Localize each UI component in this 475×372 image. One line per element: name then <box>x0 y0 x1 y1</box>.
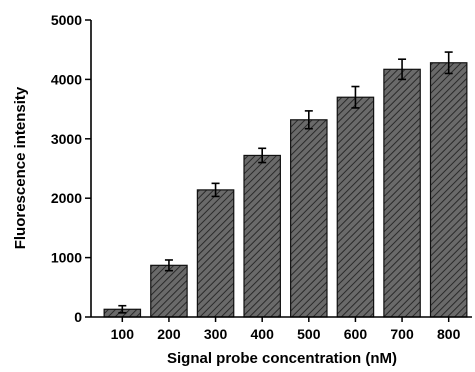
y-tick-label-4000: 4000 <box>51 71 82 87</box>
y-tick-label-2000: 2000 <box>51 190 82 206</box>
error-bar-800 <box>444 51 453 75</box>
bar-600 <box>336 96 375 318</box>
error-bar-100 <box>118 304 127 314</box>
x-tick-label-300: 300 <box>204 326 228 342</box>
x-tick-label-700: 700 <box>390 326 414 342</box>
error-bar-200 <box>164 259 173 272</box>
y-tick-label-0: 0 <box>74 309 82 325</box>
x-axis-title: Signal probe concentration (nM) <box>167 350 397 367</box>
x-tick-label-600: 600 <box>344 326 368 342</box>
x-tick-label-200: 200 <box>157 326 181 342</box>
y-axis-title: Fluorescence intensity <box>12 86 29 249</box>
error-bar-400 <box>258 147 267 164</box>
axes-layer <box>85 19 472 322</box>
bar-700 <box>383 68 421 318</box>
x-tick-label-500: 500 <box>297 326 321 342</box>
x-tick-label-800: 800 <box>437 326 461 342</box>
error-bar-700 <box>398 58 407 81</box>
bar-500 <box>290 119 328 318</box>
bars-layer <box>103 62 468 318</box>
error-bars-layer <box>118 51 453 314</box>
bar-800 <box>429 62 468 318</box>
y-tick-label-3000: 3000 <box>51 131 82 147</box>
error-bar-600 <box>351 85 360 109</box>
x-tick-label-400: 400 <box>251 326 275 342</box>
bar-400 <box>243 154 281 318</box>
error-bar-500 <box>304 110 313 130</box>
bar-300 <box>196 189 235 318</box>
y-tick-label-5000: 5000 <box>51 12 82 28</box>
bar-200 <box>150 264 188 318</box>
y-tick-label-1000: 1000 <box>51 250 82 266</box>
error-bar-300 <box>211 182 220 198</box>
x-tick-label-100: 100 <box>111 326 135 342</box>
tick-labels-layer: 100 200 300 400 500 600 700 800 0 1000 2000 3000 400… <box>51 12 461 342</box>
